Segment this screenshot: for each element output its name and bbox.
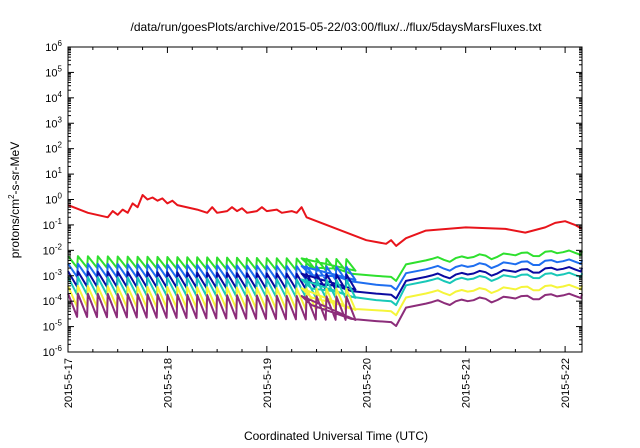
- x-tick-label: 2015-5-18: [162, 358, 174, 408]
- y-tick-label: 10-4: [43, 293, 63, 308]
- y-tick-label: 104: [45, 90, 62, 105]
- series-line-1: [67, 194, 583, 247]
- y-tick-label: 105: [45, 64, 62, 79]
- series-line-3: [67, 258, 583, 291]
- x-tick-label: 2015-5-22: [560, 358, 572, 408]
- y-tick-label: 10-3: [43, 268, 63, 283]
- series-layer: [67, 194, 583, 327]
- y-tick-label: 106: [45, 39, 62, 54]
- x-axis-label: Coordinated Universal Time (UTC): [244, 429, 428, 443]
- y-tick-label: 102: [45, 141, 62, 156]
- y-tick-label: 10-2: [43, 242, 63, 257]
- y-tick-label: 100: [45, 192, 62, 207]
- series-line-7: [67, 292, 583, 327]
- ticks-layer: 106 105 104 103 102 101 100 10-1 10-2 10-3 10-4 10-…: [43, 39, 582, 408]
- y-tick-label: 101: [45, 166, 62, 181]
- x-tick-label: 2015-5-21: [461, 358, 473, 408]
- plot-frame: [67, 46, 583, 353]
- y-tick-label: 103: [45, 115, 62, 130]
- y-tick-label: 10-1: [43, 217, 63, 232]
- y-tick-label: 10-5: [43, 319, 63, 334]
- x-tick-label: 2015-5-17: [63, 358, 75, 408]
- x-tick-label: 2015-5-20: [361, 358, 373, 408]
- y-tick-label: 10-6: [43, 344, 63, 359]
- chart-title: /data/run/goesPlots/archive/2015-05-22/0…: [131, 20, 543, 34]
- y-axis-label: protons/cm2-s-sr-MeV: [7, 142, 22, 258]
- series-line-2: [67, 249, 583, 282]
- x-tick-label: 2015-5-19: [262, 358, 274, 408]
